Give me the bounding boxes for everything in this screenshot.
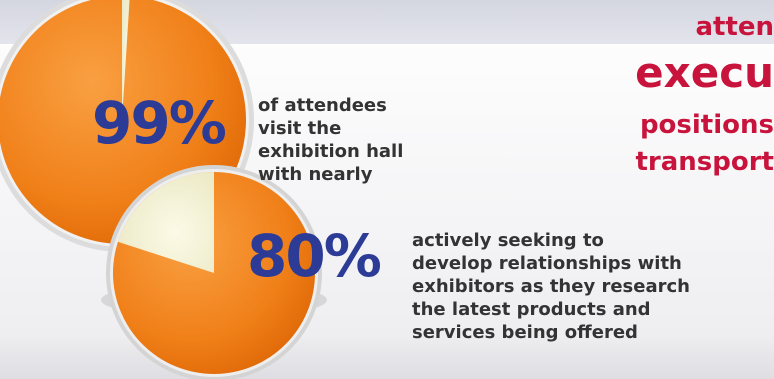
desc-line: exhibition hall [258, 141, 404, 162]
stat-percent-80: 80% [247, 222, 382, 290]
desc-line: with nearly [258, 164, 373, 185]
desc-line: services being offered [412, 322, 638, 343]
red-heading-line-3: positions [639, 110, 774, 140]
stat-percent-99: 99% [92, 89, 227, 157]
desc-line: actively seeking to [412, 230, 604, 251]
stat-description-80: actively seeking to develop relationship… [412, 229, 690, 344]
desc-line: the latest products and [412, 299, 651, 320]
pie-80-slice [117, 171, 214, 273]
red-heading-line-4: transport [635, 147, 774, 177]
bottom-shading [0, 335, 774, 379]
red-heading-line-1: atten [695, 12, 774, 42]
desc-line: visit the [258, 118, 342, 139]
pie-99-small-slice [122, 0, 130, 120]
desc-line: develop relationships with [412, 253, 682, 274]
red-heading-line-2: execu [635, 48, 774, 97]
desc-line: of attendees [258, 95, 387, 116]
stat-description-99: of attendees visit the exhibition hall w… [258, 94, 403, 186]
pie-chart-80 [101, 165, 327, 379]
desc-line: exhibitors as they research [412, 276, 690, 297]
